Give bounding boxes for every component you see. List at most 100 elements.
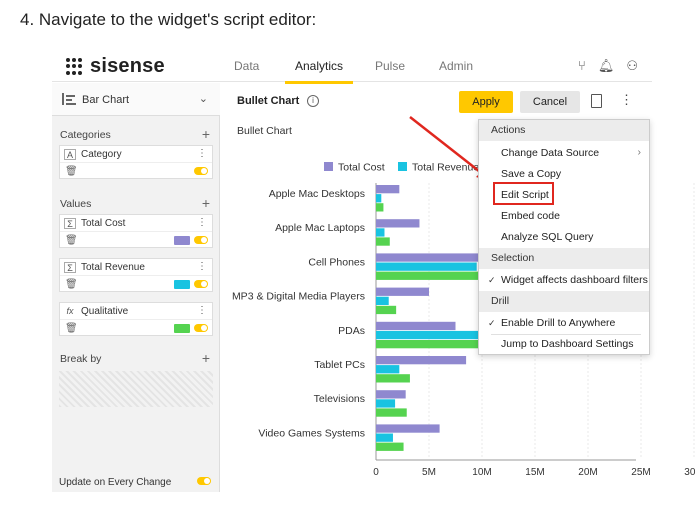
field-toggle[interactable]: [194, 167, 208, 175]
x-tick-label: 30M: [684, 467, 696, 478]
tab-pulse[interactable]: Pulse: [375, 59, 406, 73]
chart-type-selector[interactable]: Bar Chart ⌄: [52, 83, 220, 116]
bar: [376, 287, 429, 296]
update-every-change-label: Update on Every Change: [59, 477, 172, 488]
widget-preview: Bullet Chart i Apply Cancel ⋮ Bullet Cha…: [221, 83, 652, 492]
bar: [376, 399, 396, 408]
add-category-plus-icon[interactable]: +: [201, 126, 210, 142]
text-field-icon: A: [64, 149, 76, 160]
document-icon[interactable]: [591, 94, 602, 108]
bar: [376, 408, 407, 417]
git-branch-icon[interactable]: ⑂: [578, 58, 586, 73]
update-every-change-toggle[interactable]: [197, 477, 211, 485]
field-total-cost[interactable]: Σ Total Cost ⋮ 🗑︎: [59, 214, 213, 248]
bar-chart-icon: [62, 93, 76, 105]
category-label: Apple Mac Laptops: [275, 222, 365, 234]
color-swatch[interactable]: [174, 324, 190, 333]
sisense-app: sisense Data Analytics Pulse Admin ⑂ 🔔︎ …: [52, 48, 652, 492]
tab-admin[interactable]: Admin: [439, 59, 474, 73]
bar: [376, 433, 393, 442]
category-label: Cell Phones: [308, 256, 365, 268]
field-total-revenue[interactable]: Σ Total Revenue ⋮ 🗑︎: [59, 258, 213, 292]
category-label: PDAs: [338, 325, 365, 337]
sum-icon: Σ: [64, 218, 76, 229]
edit-script-highlight: [493, 182, 554, 205]
menu-item-widget-affects-filters[interactable]: Widget affects dashboard filters: [501, 274, 648, 286]
menu-item-embed-code[interactable]: Embed code: [501, 210, 560, 222]
field-category[interactable]: A Category ⋮ 🗑︎: [59, 145, 213, 179]
breakby-dropzone[interactable]: [59, 371, 213, 407]
widget-designer-panel: Bar Chart ⌄ Categories + A Category ⋮ 🗑︎…: [52, 83, 220, 492]
field-qualitative[interactable]: fx Qualitative ⋮ 🗑︎: [59, 302, 213, 336]
bar: [376, 305, 397, 315]
bar: [376, 374, 410, 383]
check-icon: ✓: [488, 275, 496, 285]
legend-label: Total Cost: [338, 162, 385, 174]
color-swatch[interactable]: [174, 280, 190, 289]
logo-text: sisense: [90, 55, 165, 77]
trash-icon[interactable]: 🗑︎: [65, 323, 78, 334]
add-breakby-plus-icon[interactable]: +: [201, 350, 210, 366]
trash-icon[interactable]: 🗑︎: [65, 279, 78, 290]
field-toggle[interactable]: [194, 324, 208, 332]
category-label: MP3 & Digital Media Players: [232, 291, 365, 303]
x-tick-label: 10M: [472, 467, 491, 478]
tab-analytics[interactable]: Analytics: [284, 59, 354, 84]
bar: [376, 271, 567, 280]
apply-button[interactable]: Apply: [459, 91, 513, 113]
trash-icon[interactable]: 🗑︎: [65, 235, 78, 246]
trash-icon[interactable]: 🗑︎: [65, 166, 78, 177]
bar: [376, 262, 477, 271]
tab-data[interactable]: Data: [234, 59, 260, 73]
formula-icon: fx: [66, 306, 74, 316]
kebab-menu-icon[interactable]: ⋮: [197, 305, 207, 316]
info-icon[interactable]: i: [307, 95, 319, 107]
bar: [376, 219, 420, 228]
bell-icon[interactable]: 🔔︎: [597, 58, 615, 73]
kebab-menu-icon[interactable]: ⋮: [197, 217, 207, 228]
field-name: Qualitative: [81, 306, 129, 317]
kebab-menu-icon[interactable]: ⋮: [197, 261, 207, 272]
user-icon[interactable]: ⚇: [626, 58, 638, 73]
x-tick-label: 15M: [525, 467, 544, 478]
menu-item-save-copy[interactable]: Save a Copy: [501, 168, 562, 180]
cancel-button[interactable]: Cancel: [520, 91, 580, 113]
logo[interactable]: sisense: [66, 55, 165, 78]
field-toggle[interactable]: [194, 280, 208, 288]
menu-item-analyze-sql[interactable]: Analyze SQL Query: [501, 231, 594, 243]
bar: [376, 203, 384, 212]
kebab-menu-icon[interactable]: ⋮: [197, 148, 207, 159]
menu-item-enable-drill[interactable]: Enable Drill to Anywhere: [501, 317, 616, 329]
field-toggle[interactable]: [194, 236, 208, 244]
step-instruction: 4. Navigate to the widget's script edito…: [20, 10, 317, 29]
bar: [376, 321, 456, 331]
more-vertical-icon[interactable]: ⋮: [620, 92, 633, 107]
category-label: Apple Mac Desktops: [269, 188, 365, 200]
menu-divider: [491, 334, 641, 335]
field-name: Total Revenue: [81, 262, 145, 273]
menu-header-actions: Actions: [479, 120, 649, 141]
chevron-down-icon: ⌄: [198, 93, 208, 105]
chart-type-label: Bar Chart: [82, 94, 130, 106]
menu-item-change-data-source[interactable]: Change Data Source: [501, 147, 600, 159]
add-value-plus-icon[interactable]: +: [201, 195, 210, 211]
category-label: Video Games Systems: [258, 427, 365, 439]
menu-item-edit-script[interactable]: Edit Script: [501, 189, 549, 201]
menu-item-jump-dashboard-settings[interactable]: Jump to Dashboard Settings: [501, 338, 634, 350]
values-title: Values: [60, 198, 92, 210]
widget-title[interactable]: Bullet Chart: [237, 95, 300, 107]
breakby-title: Break by: [60, 353, 102, 365]
bar: [376, 442, 404, 451]
bar: [376, 185, 400, 194]
categories-title: Categories: [60, 129, 111, 141]
bar: [376, 194, 382, 203]
bar: [376, 253, 546, 262]
x-tick-label: 20M: [578, 467, 597, 478]
bar: [376, 365, 400, 374]
legend-label: Total Revenue: [412, 162, 479, 174]
bar: [376, 340, 567, 349]
color-swatch[interactable]: [174, 236, 190, 245]
category-label: Televisions: [314, 393, 365, 405]
x-tick-label: 0: [373, 467, 379, 478]
